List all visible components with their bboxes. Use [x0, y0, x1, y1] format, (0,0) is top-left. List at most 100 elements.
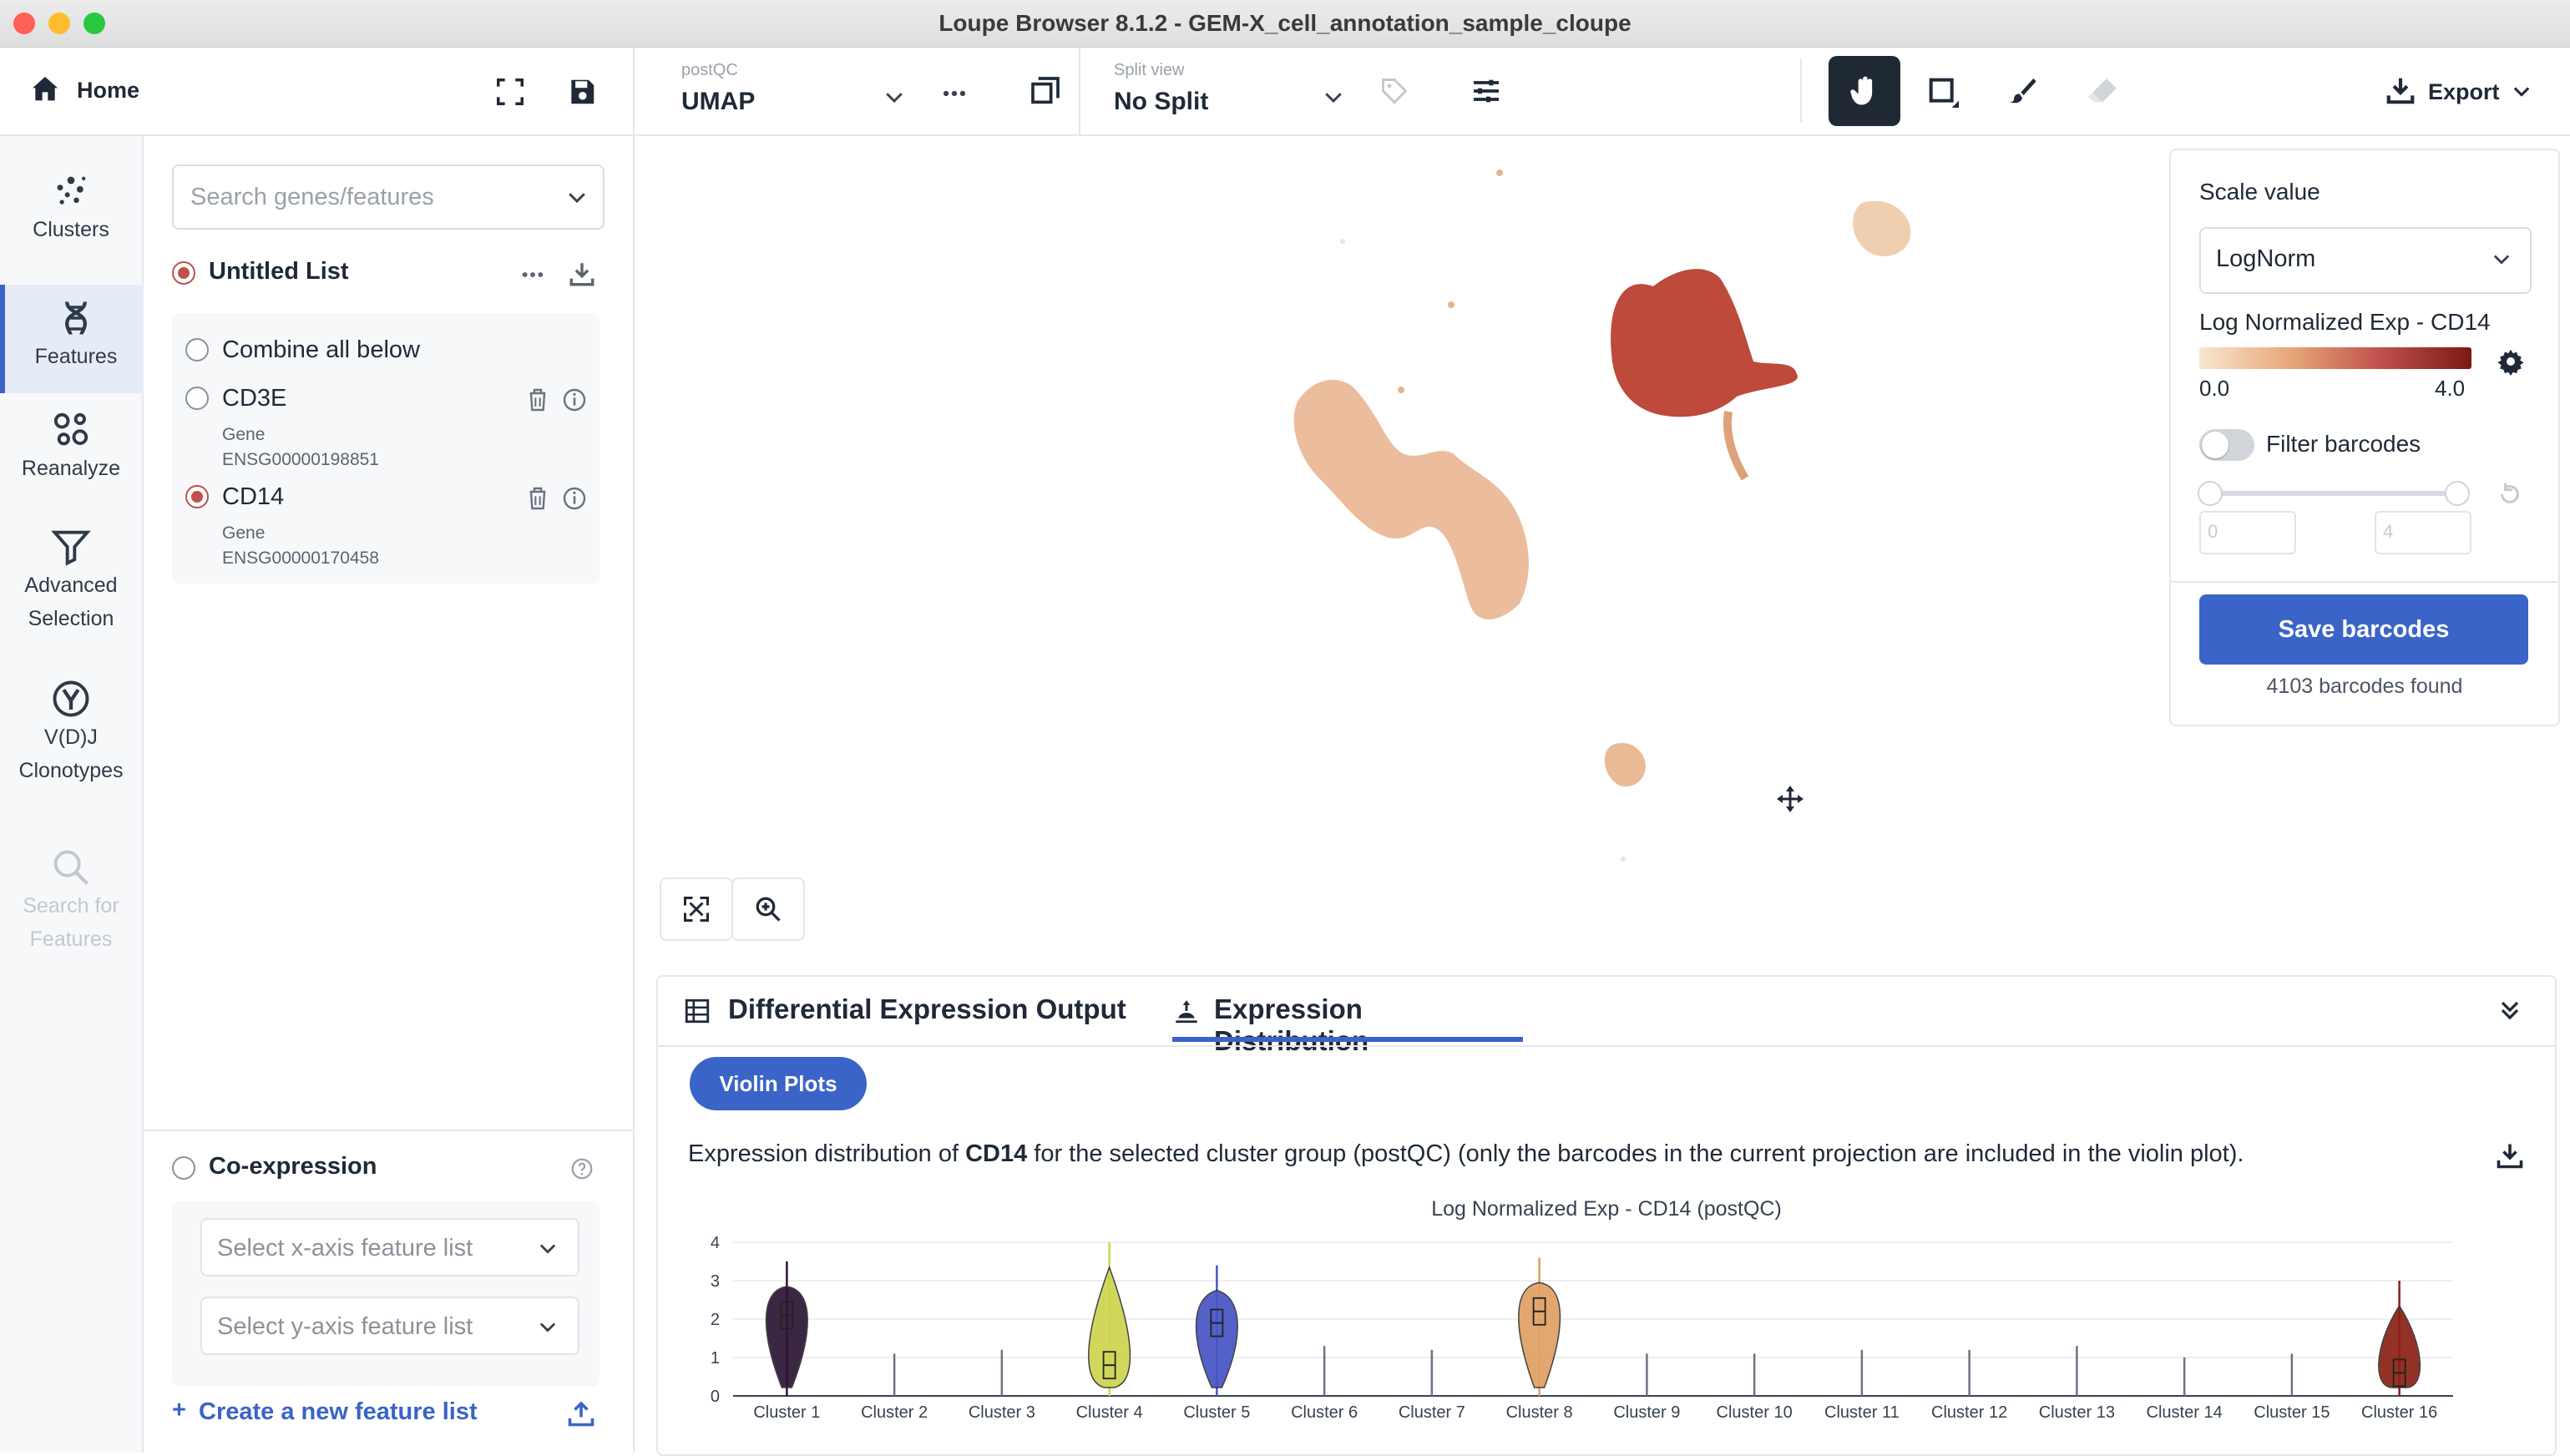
create-feature-list-link[interactable]: + Create a new feature list	[172, 1397, 556, 1433]
x-tick-label: Cluster 7	[1399, 1403, 1465, 1422]
split-view-select[interactable]: Split view No Split	[1110, 59, 1353, 126]
x-tick-label: Cluster 13	[2039, 1403, 2115, 1422]
x-axis-feature-select[interactable]: Select x-axis feature list	[200, 1218, 579, 1277]
feature-radio[interactable]	[185, 485, 209, 508]
toolbar-divider	[633, 48, 635, 134]
violin-body	[1088, 1265, 1131, 1388]
hand-icon	[1850, 76, 1873, 105]
trash-icon[interactable]	[524, 485, 551, 512]
x-tick-label: Cluster 1	[753, 1403, 820, 1422]
crop-icon[interactable]	[1925, 74, 1959, 108]
feature-type: Gene	[222, 523, 266, 543]
rail-item-features[interactable]: Features	[0, 285, 147, 393]
rail-label: Advanced	[24, 574, 118, 597]
y-tick-label: 2	[711, 1311, 720, 1329]
bottom-panel: Differential Expression Output Expressio…	[656, 975, 2557, 1456]
fullscreen-icon[interactable]	[494, 76, 526, 108]
upload-icon[interactable]	[566, 1398, 596, 1428]
feature-search-input[interactable]	[189, 181, 559, 213]
reanalyze-icon	[53, 412, 89, 446]
rail-item-clusters[interactable]: Clusters	[0, 169, 142, 270]
collapse-panel-icon[interactable]	[2495, 995, 2525, 1025]
fit-view-button[interactable]	[660, 877, 733, 941]
tag-icon[interactable]	[1379, 76, 1409, 106]
tab-expression-distribution[interactable]: Expression Distribution	[1172, 977, 1523, 1056]
range-min-input[interactable]: 0	[2199, 511, 2296, 554]
list-radio[interactable]	[172, 261, 195, 285]
eraser-icon[interactable]	[2086, 74, 2119, 108]
range-max-input[interactable]: 4	[2375, 511, 2471, 554]
export-button[interactable]: Export	[2385, 71, 2543, 113]
chevron-down-icon	[539, 1244, 556, 1254]
range-slider-min-handle[interactable]	[2198, 481, 2223, 506]
save-icon[interactable]	[566, 76, 598, 108]
home-button[interactable]: Home	[28, 73, 154, 109]
filter-barcodes-toggle[interactable]	[2199, 429, 2254, 461]
brush-icon[interactable]	[2006, 74, 2039, 108]
range-slider-track[interactable]	[2209, 491, 2456, 496]
coexpression-box: Select x-axis feature list Select y-axis…	[172, 1201, 599, 1387]
umap-point	[1398, 387, 1404, 393]
feature-name: CD3E	[222, 385, 287, 412]
feature-id: ENSG00000198851	[222, 450, 379, 469]
move-cursor-icon	[1777, 786, 1804, 812]
x-tick-label: Cluster 2	[861, 1403, 928, 1422]
active-tab-indicator	[1172, 1037, 1523, 1042]
x-tick-label: Cluster 11	[1824, 1403, 1900, 1422]
y-tick-label: 0	[711, 1388, 720, 1406]
rail-item-advanced-selection[interactable]: Advanced Selection	[0, 525, 142, 659]
tab-label: Expression Distribution	[1214, 993, 1368, 1056]
maximize-window-button[interactable]	[83, 13, 105, 34]
y-tick-label: 1	[711, 1349, 720, 1368]
close-window-button[interactable]	[13, 13, 35, 34]
y-axis-placeholder: Select y-axis feature list	[217, 1313, 473, 1340]
vdj-icon	[53, 680, 89, 717]
gear-icon[interactable]	[2497, 347, 2525, 376]
trash-icon[interactable]	[524, 387, 551, 413]
duplicate-view-icon[interactable]	[1029, 74, 1062, 108]
minimize-window-button[interactable]	[48, 13, 70, 34]
coexpression-radio[interactable]	[172, 1156, 195, 1180]
x-tick-label: Cluster 15	[2254, 1403, 2330, 1422]
features-panel: Untitled List Combine all below CD3E Gen…	[144, 136, 635, 1453]
pan-tool-button[interactable]	[1829, 56, 1900, 126]
range-slider-max-handle[interactable]	[2445, 481, 2470, 506]
more-options-icon[interactable]	[519, 261, 546, 288]
rail-item-reanalyze[interactable]: Reanalyze	[0, 408, 142, 508]
x-tick-label: Cluster 8	[1506, 1403, 1573, 1422]
settings-sliders-icon[interactable]	[1470, 74, 1503, 108]
chevron-down-icon	[569, 193, 585, 204]
x-tick-label: Cluster 16	[2361, 1403, 2437, 1422]
combine-radio[interactable]	[185, 338, 209, 361]
tab-differential-expression[interactable]: Differential Expression Output	[683, 977, 1151, 1044]
info-icon[interactable]	[561, 485, 588, 512]
scale-value-select[interactable]: LogNorm	[2199, 227, 2532, 294]
feature-search-box[interactable]	[172, 164, 605, 230]
download-icon[interactable]	[2495, 1140, 2525, 1170]
tab-label: Differential Expression Output	[728, 993, 1126, 1024]
umap-point	[1496, 169, 1503, 176]
help-icon[interactable]	[569, 1156, 594, 1181]
umap-scatter[interactable]	[635, 136, 2570, 971]
more-options-icon[interactable]	[940, 79, 969, 108]
umap-plot-area[interactable]	[635, 136, 2570, 971]
umap-cluster-tiny	[1604, 742, 1646, 787]
download-icon[interactable]	[568, 260, 596, 288]
violin-chart: 0 1 2 3 4 Cluster 1 Cluster 2 Cluster 3 Cluster …	[711, 1234, 2453, 1422]
info-icon[interactable]	[561, 387, 588, 413]
violin-plots-pill[interactable]: Violin Plots	[690, 1057, 867, 1110]
split-view-small-label: Split view	[1114, 61, 1185, 79]
rail-item-search-for-features: Search for Features	[0, 846, 142, 979]
reset-icon[interactable]	[2497, 481, 2523, 508]
toggle-knob	[2202, 432, 2229, 458]
y-axis-feature-select[interactable]: Select y-axis feature list	[200, 1297, 579, 1355]
save-barcodes-button[interactable]: Save barcodes	[2199, 594, 2528, 665]
rail-item-vdj-clonotypes[interactable]: V(D)J Clonotypes	[0, 677, 142, 811]
fit-view-icon	[684, 897, 709, 922]
feature-radio[interactable]	[185, 387, 209, 410]
projection-select[interactable]: postQC UMAP	[678, 59, 912, 126]
scale-label: Scale value	[2199, 179, 2320, 205]
rail-label: Clusters	[33, 218, 109, 241]
zoom-button[interactable]	[731, 877, 805, 941]
legend-title: Log Normalized Exp - CD14	[2199, 309, 2491, 335]
